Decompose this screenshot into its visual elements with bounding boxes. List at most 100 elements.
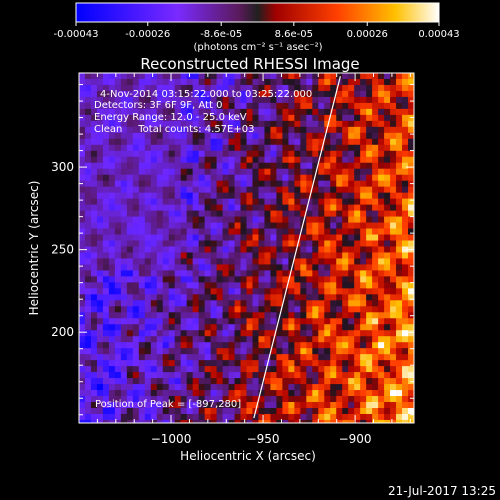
heatmap-cell xyxy=(90,384,98,391)
heatmap-cell xyxy=(120,168,128,176)
heatmap-cell xyxy=(378,234,385,242)
heatmap-cell xyxy=(336,282,343,289)
heatmap-cell xyxy=(408,348,414,355)
heatmap-cell xyxy=(300,366,307,373)
heatmap-cell xyxy=(312,78,319,86)
heatmap-cell xyxy=(318,144,325,152)
heatmap-cell xyxy=(144,102,152,110)
heatmap-cell xyxy=(306,413,313,421)
heatmap-cell xyxy=(168,168,176,176)
heatmap-cell xyxy=(90,419,98,423)
heatmap-cell xyxy=(222,174,230,182)
heatmap-cell xyxy=(162,306,170,313)
heatmap-cell xyxy=(204,288,212,295)
heatmap-cell xyxy=(372,318,379,325)
heatmap-cell xyxy=(348,102,355,110)
heatmap-cell xyxy=(216,108,224,116)
heatmap-cell xyxy=(264,318,272,325)
heatmap-cell xyxy=(258,186,266,194)
heatmap-cell xyxy=(288,372,295,379)
heatmap-cell xyxy=(306,288,313,295)
heatmap-cell xyxy=(114,252,122,260)
heatmap-cell xyxy=(90,306,98,313)
heatmap-cell xyxy=(360,336,367,343)
heatmap-cell xyxy=(366,186,373,194)
heatmap-cell xyxy=(294,342,301,349)
heatmap-cell xyxy=(168,114,176,122)
heatmap-cell xyxy=(90,138,98,146)
heatmap-cell xyxy=(300,288,307,295)
heatmap-cell xyxy=(234,114,242,122)
heatmap-cell xyxy=(144,270,152,277)
heatmap-cell xyxy=(360,306,367,313)
x-tick-label: −900 xyxy=(339,432,372,446)
heatmap-cell xyxy=(114,258,122,266)
heatmap-cell xyxy=(306,336,313,343)
heatmap-cell xyxy=(348,324,355,331)
heatmap-cell xyxy=(240,216,248,224)
heatmap-cell xyxy=(402,126,409,134)
heatmap-cell xyxy=(270,180,278,188)
heatmap-cell xyxy=(276,234,283,242)
heatmap-cell xyxy=(258,240,266,248)
heatmap-cell xyxy=(156,186,164,194)
heatmap-cell xyxy=(276,419,283,423)
heatmap-cell xyxy=(342,354,349,361)
heatmap-cell xyxy=(198,222,206,230)
heatmap-cell xyxy=(168,84,176,92)
heatmap-cell xyxy=(174,396,182,403)
heatmap-cell xyxy=(162,96,170,104)
heatmap-cell xyxy=(282,162,289,170)
heatmap-cell xyxy=(114,360,122,367)
heatmap-cell xyxy=(264,258,272,266)
heatmap-cell xyxy=(162,384,170,391)
heatmap-cell xyxy=(102,288,110,295)
heatmap-cell xyxy=(378,240,385,248)
heatmap-cell xyxy=(222,84,230,92)
heatmap-cell xyxy=(282,390,289,397)
heatmap-cell xyxy=(210,222,218,230)
heatmap-cell xyxy=(402,168,409,176)
heatmap-cell xyxy=(96,132,104,140)
heatmap-cell xyxy=(162,73,170,80)
heatmap-cell xyxy=(198,132,206,140)
heatmap-cell xyxy=(390,168,397,176)
heatmap-cell xyxy=(96,318,104,325)
heatmap-cell xyxy=(282,378,289,385)
heatmap-cell xyxy=(354,144,361,152)
heatmap-cell xyxy=(330,419,337,423)
heatmap-cell xyxy=(330,114,337,122)
heatmap-cell xyxy=(216,186,224,194)
heatmap-cell xyxy=(348,162,355,170)
heatmap-cell xyxy=(198,192,206,200)
heatmap-cell xyxy=(120,73,128,80)
heatmap-cell xyxy=(120,270,128,277)
heatmap-cell xyxy=(228,192,236,200)
heatmap-cell xyxy=(402,300,409,307)
heatmap-cell xyxy=(204,336,212,343)
heatmap-cell xyxy=(360,282,367,289)
heatmap-cell xyxy=(150,192,158,200)
heatmap-cell xyxy=(402,378,409,385)
heatmap-cell xyxy=(216,120,224,128)
heatmap-cell xyxy=(360,114,367,122)
heatmap-cell xyxy=(162,90,170,98)
heatmap-cell xyxy=(294,264,301,272)
heatmap-cell xyxy=(372,192,379,200)
heatmap-cell xyxy=(264,90,272,98)
heatmap-cell xyxy=(132,264,140,272)
heatmap-cell xyxy=(276,144,283,152)
heatmap-cell xyxy=(102,210,110,218)
heatmap-cell xyxy=(174,132,182,140)
heatmap-cell xyxy=(264,186,272,194)
heatmap-cell xyxy=(258,372,266,379)
heatmap-cell xyxy=(192,252,200,260)
heatmap-cell xyxy=(354,318,361,325)
heatmap-cell xyxy=(186,168,194,176)
heatmap-cell xyxy=(324,413,331,421)
heatmap-cell xyxy=(360,318,367,325)
heatmap-cell xyxy=(79,276,86,283)
heatmap-cell xyxy=(360,192,367,200)
heatmap-cell xyxy=(240,96,248,104)
heatmap-cell xyxy=(372,419,379,423)
